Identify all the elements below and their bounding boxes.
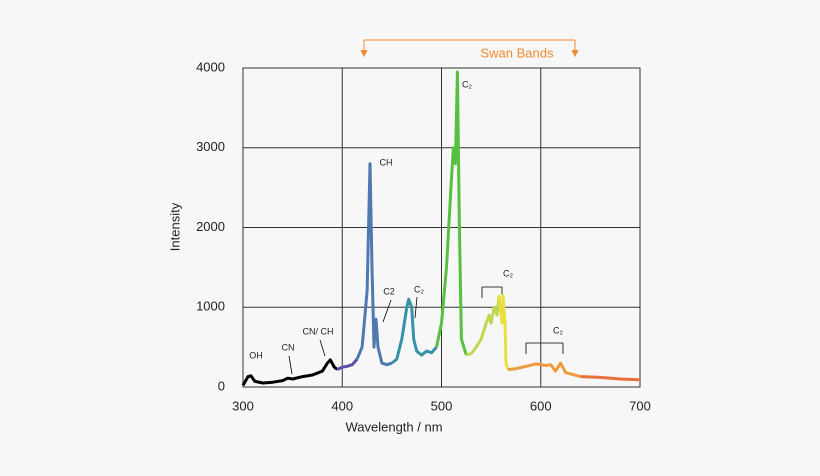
spectrum-line: [580, 375, 641, 382]
annotation: CN/ CH: [303, 326, 334, 336]
x-tick-label: 400: [331, 398, 353, 413]
spectrum-line: [497, 293, 510, 370]
y-tick-label: 0: [218, 378, 225, 393]
annotation: C₂: [414, 284, 424, 294]
y-tick-label: 3000: [196, 139, 225, 154]
y-tick-label: 1000: [196, 299, 225, 314]
spectrum-line: [390, 297, 438, 365]
spectrum-line: [435, 70, 468, 356]
annotation: CN: [282, 342, 295, 352]
spectrum-line: [355, 162, 393, 367]
x-axis-label: Wavelength / nm: [345, 419, 442, 434]
spectrum-line: [241, 358, 339, 387]
y-tick-label: 4000: [196, 59, 225, 74]
y-axis-label: Intensity: [167, 202, 182, 251]
spectrum-line: [507, 361, 581, 379]
bracket-label: Swan Bands: [481, 45, 554, 60]
annotation: C₂: [503, 268, 513, 278]
x-tick-label: 700: [629, 398, 651, 413]
annotation: OH: [249, 350, 263, 360]
spectrum-line: [465, 295, 501, 357]
annotation: C₂: [462, 79, 472, 89]
x-tick-label: 500: [431, 398, 453, 413]
spectrum-line: [336, 358, 359, 371]
x-tick-label: 600: [530, 398, 552, 413]
y-tick-label: 2000: [196, 219, 225, 234]
swan-bracket: [360, 39, 579, 58]
annotation: C₂: [553, 325, 563, 335]
annotation: CH: [380, 157, 393, 167]
annotation: C2: [383, 286, 395, 296]
x-tick-label: 300: [232, 398, 254, 413]
